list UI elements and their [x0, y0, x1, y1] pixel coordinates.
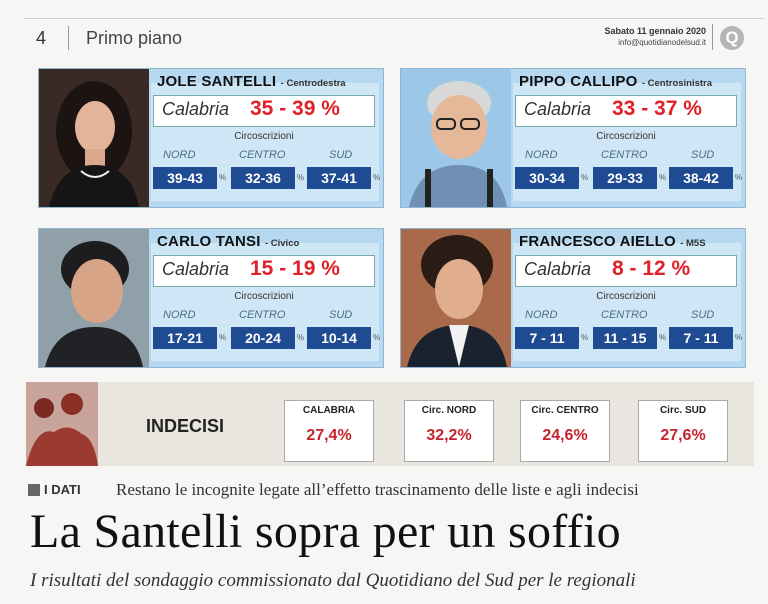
header-rule	[24, 18, 764, 19]
zone-percent-sign: %	[219, 173, 227, 182]
zone-value-centro: 29-33	[593, 167, 657, 189]
zone-percent-sign: %	[659, 333, 667, 342]
indecisi-section: INDECISI CALABRIA 27,4% Circ. NORD 32,2%…	[26, 382, 754, 466]
circoscrizioni-label: Circoscrizioni	[234, 131, 294, 142]
subheadline: I risultati del sondaggio commissionato …	[30, 570, 636, 591]
region-result: Calabria 35 - 39 %	[153, 95, 375, 127]
zone-value-sud: 10-14	[307, 327, 371, 349]
zone-label-centro: CENTRO	[239, 149, 286, 161]
zone-value-sud: 37-41	[307, 167, 371, 189]
zone-percent-sign: %	[581, 173, 589, 182]
zone-label-sud: SUD	[329, 149, 353, 161]
indecisi-box-label: Circ. NORD	[421, 405, 477, 416]
indecisi-box-value: 24,6%	[542, 427, 588, 444]
zone-percent-sign: %	[373, 173, 381, 182]
zone-value-centro: 32-36	[231, 167, 295, 189]
region-range: 35 - 39 %	[250, 97, 340, 120]
zone-value-sud: 38-42	[669, 167, 733, 189]
circoscrizioni-label: Circoscrizioni	[234, 291, 294, 302]
region-label: Calabria	[162, 99, 230, 119]
zone-percent-sign: %	[659, 173, 667, 182]
region-label: Calabria	[524, 259, 592, 279]
zone-label-centro: CENTRO	[601, 309, 648, 321]
zone-percent-sign: %	[297, 333, 305, 342]
zone-value-nord: 17-21	[153, 327, 217, 349]
zone-percent-sign: %	[297, 173, 305, 182]
indecisi-box-value: 32,2%	[426, 427, 472, 444]
zone-value-nord: 39-43	[153, 167, 217, 189]
zone-label-centro: CENTRO	[239, 309, 286, 321]
candidate-card-tansi: CARLO TANSI - Civico Calabria 15 - 19 % …	[38, 228, 384, 368]
region-range: 8 - 12 %	[612, 257, 691, 280]
zone-label-sud: SUD	[691, 149, 715, 161]
circoscrizioni-label: Circoscrizioni	[596, 291, 656, 302]
zone-percent-sign: %	[373, 333, 381, 342]
zone-value-nord: 7 - 11	[515, 327, 579, 349]
logo-divider	[712, 24, 713, 50]
region-result: Calabria 15 - 19 %	[153, 255, 375, 287]
indecisi-box-label: Circ. SUD	[659, 405, 707, 416]
zone-percent-sign: %	[581, 333, 589, 342]
indecisi-box-label: Circ. CENTRO	[531, 405, 599, 416]
section-title: Primo piano	[86, 28, 183, 48]
region-label: Calabria	[524, 99, 592, 119]
party-label: - Civico	[264, 238, 300, 249]
headline: La Santelli sopra per un soffio	[30, 505, 621, 558]
zone-percent-sign: %	[735, 173, 743, 182]
candidate-name: JOLE SANTELLI - Centrodestra	[157, 73, 346, 90]
zone-value-sud: 7 - 11	[669, 327, 733, 349]
newspaper-logo: Q	[720, 26, 744, 50]
dateline: Sabato 11 gennaio 2020	[604, 26, 706, 36]
indecisi-box-sud: Circ. SUD 27,6%	[638, 400, 728, 462]
candidate-photo	[39, 69, 149, 207]
candidate-photo	[401, 229, 511, 367]
candidate-name: CARLO TANSI - Civico	[157, 233, 300, 250]
party-label: - Centrodestra	[280, 78, 346, 89]
kicker-tag: I DATI	[44, 482, 81, 497]
zone-label-nord: NORD	[163, 309, 196, 321]
circoscrizioni-label: Circoscrizioni	[596, 131, 656, 142]
candidate-card-callipo: PIPPO CALLIPO - Centrosinistra Calabria …	[400, 68, 746, 208]
region-range: 15 - 19 %	[250, 257, 340, 280]
page-number: 4	[36, 28, 47, 48]
indecisi-box-nord: Circ. NORD 32,2%	[404, 400, 494, 462]
candidate-photo	[401, 69, 511, 207]
email: info@quotidianodelsud.it	[618, 38, 706, 47]
zone-value-centro: 20-24	[231, 327, 295, 349]
zone-label-centro: CENTRO	[601, 149, 648, 161]
region-result: Calabria 33 - 37 %	[515, 95, 737, 127]
zone-label-sud: SUD	[329, 309, 353, 321]
candidate-name: FRANCESCO AIELLO - M5S	[519, 233, 706, 250]
candidate-photo	[39, 229, 149, 367]
indecisi-title: INDECISI	[146, 416, 225, 436]
indecisi-box-centro: Circ. CENTRO 24,6%	[520, 400, 610, 462]
zone-value-centro: 11 - 15	[593, 327, 657, 349]
indecisi-box-value: 27,4%	[306, 427, 352, 444]
region-result: Calabria 8 - 12 %	[515, 255, 737, 287]
region-label: Calabria	[162, 259, 230, 279]
candidate-card-aiello: FRANCESCO AIELLO - M5S Calabria 8 - 12 %…	[400, 228, 746, 368]
zone-label-nord: NORD	[163, 149, 196, 161]
indecisi-box-value: 27,6%	[660, 427, 706, 444]
zone-percent-sign: %	[219, 333, 227, 342]
party-label: - Centrosinistra	[641, 78, 713, 89]
crowd-photo	[26, 382, 98, 466]
zone-label-nord: NORD	[525, 149, 558, 161]
party-label: - M5S	[680, 238, 706, 249]
candidate-name: PIPPO CALLIPO - Centrosinistra	[519, 73, 713, 90]
kicker: Restano le incognite legate all’effetto …	[116, 480, 639, 499]
header-divider	[68, 26, 69, 50]
kicker-square-icon	[28, 484, 40, 496]
zone-percent-sign: %	[735, 333, 743, 342]
zone-value-nord: 30-34	[515, 167, 579, 189]
zone-label-nord: NORD	[525, 309, 558, 321]
region-range: 33 - 37 %	[612, 97, 702, 120]
candidate-card-santelli: JOLE SANTELLI - Centrodestra Calabria 35…	[38, 68, 384, 208]
page-header: 4 Primo piano Sabato 11 gennaio 2020 inf…	[0, 0, 768, 58]
zone-label-sud: SUD	[691, 309, 715, 321]
indecisi-box-calabria: CALABRIA 27,4%	[284, 400, 374, 462]
indecisi-box-label: CALABRIA	[302, 405, 356, 416]
